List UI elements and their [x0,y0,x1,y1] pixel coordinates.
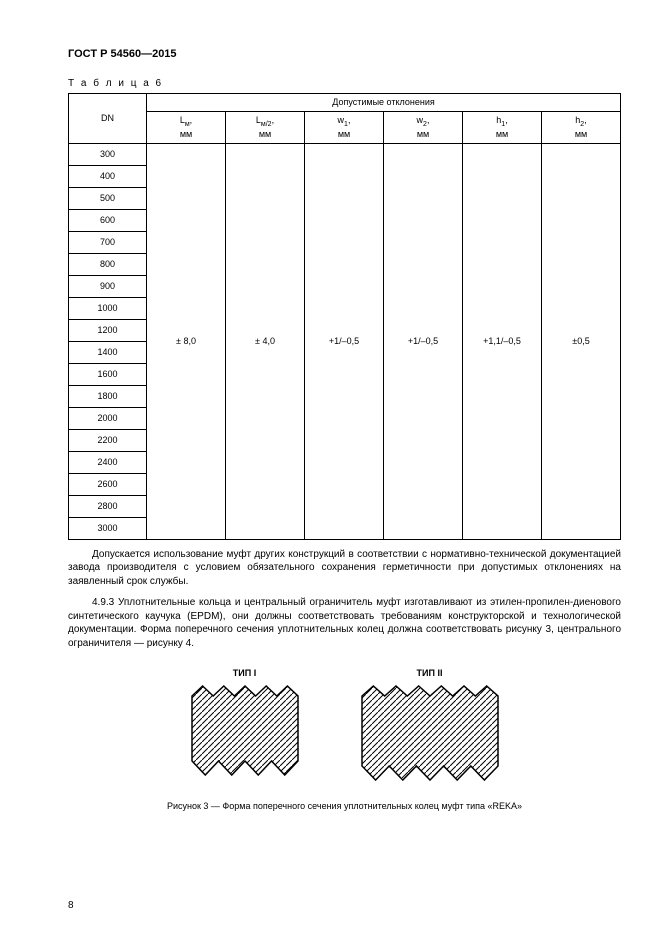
dn-cell: 2600 [69,473,147,495]
dn-cell: 500 [69,187,147,209]
dn-cell: 3000 [69,517,147,539]
figure-2-label: ТИП II [360,668,500,678]
dn-cell: 2200 [69,429,147,451]
table-label: Т а б л и ц а 6 [68,78,621,89]
paragraph-2: 4.9.3 Уплотнительные кольца и центральны… [68,596,621,650]
dn-cell: 2000 [69,407,147,429]
dn-cell: 400 [69,165,147,187]
th-col-2: w1,мм [305,112,384,144]
th-col-3: w2,мм [384,112,463,144]
figure-caption: Рисунок 3 — Форма поперечного сечения уп… [68,801,621,811]
dn-cell: 1400 [69,341,147,363]
table-row: 300± 8,0± 4,0+1/–0,5+1/–0,5+1,1/–0,5±0,5 [69,143,621,165]
th-col-1: Lм/2,мм [226,112,305,144]
tol-cell-5: ±0,5 [542,143,621,539]
th-col-5: h2,мм [542,112,621,144]
dn-cell: 600 [69,209,147,231]
dn-cell: 800 [69,253,147,275]
doc-title: ГОСТ Р 54560—2015 [68,48,621,60]
tol-cell-0: ± 8,0 [147,143,226,539]
figure-1-label: ТИП I [190,668,300,678]
dn-cell: 1600 [69,363,147,385]
tolerance-table: DN Допустимые отклонения Lм,ммLм/2,ммw1,… [68,93,621,540]
dn-cell: 1200 [69,319,147,341]
figure-1: ТИП I [190,668,300,787]
th-tol-title: Допустимые отклонения [147,94,621,112]
dn-cell: 2400 [69,451,147,473]
figure-2: ТИП II [360,668,500,787]
tol-cell-2: +1/–0,5 [305,143,384,539]
figure-2-svg [360,682,500,782]
page-number: 8 [68,900,74,911]
dn-cell: 900 [69,275,147,297]
th-col-0: Lм,мм [147,112,226,144]
figure-1-svg [190,682,300,777]
th-dn: DN [69,94,147,144]
dn-cell: 2800 [69,495,147,517]
figures-row: ТИП I ТИП II [68,668,621,787]
dn-cell: 1800 [69,385,147,407]
tol-cell-1: ± 4,0 [226,143,305,539]
th-col-4: h1,мм [463,112,542,144]
tol-cell-4: +1,1/–0,5 [463,143,542,539]
dn-cell: 700 [69,231,147,253]
tol-cell-3: +1/–0,5 [384,143,463,539]
paragraph-1: Допускается использование муфт других ко… [68,548,621,589]
dn-cell: 300 [69,143,147,165]
dn-cell: 1000 [69,297,147,319]
